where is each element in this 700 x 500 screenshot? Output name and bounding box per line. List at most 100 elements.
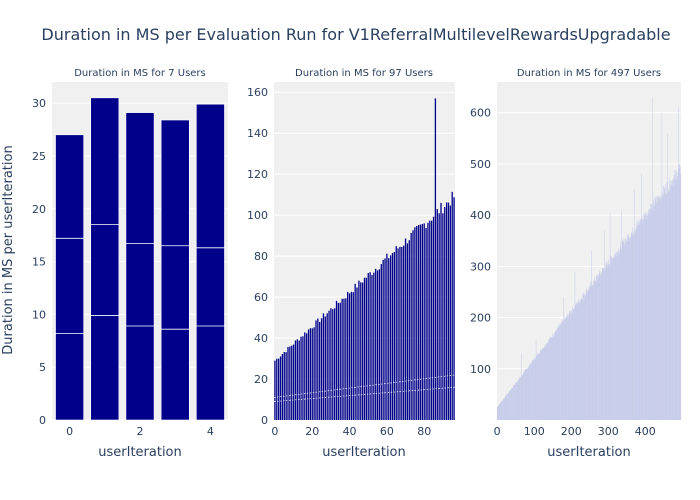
bar (615, 251, 617, 420)
bar (615, 252, 616, 420)
bar (516, 382, 518, 420)
bar (628, 241, 630, 420)
bar (603, 269, 604, 420)
bar (676, 179, 678, 420)
bar (588, 286, 590, 420)
bar (578, 302, 579, 420)
bar (674, 174, 675, 420)
x-tick-label: 300 (598, 425, 619, 438)
bar (657, 197, 659, 420)
bar (676, 181, 677, 420)
bar (545, 346, 546, 420)
bar (673, 177, 675, 420)
bar (534, 357, 535, 420)
bar (602, 269, 604, 420)
bar (594, 277, 595, 420)
bar (519, 377, 521, 420)
bar (317, 318, 319, 420)
bar (603, 267, 605, 420)
bar (679, 174, 681, 420)
bar (680, 166, 682, 420)
bar (575, 304, 576, 420)
bar (504, 398, 505, 420)
bar (638, 220, 640, 420)
bar (623, 238, 625, 420)
y-tick-label: 200 (470, 312, 491, 325)
bar (671, 186, 672, 420)
bar (622, 239, 623, 420)
bar (625, 239, 626, 420)
bar (554, 332, 556, 420)
bar (397, 248, 399, 420)
bar (333, 308, 336, 420)
bar (656, 204, 658, 420)
bar (540, 351, 542, 420)
bar (279, 356, 282, 420)
y-tick-label: 120 (247, 168, 268, 181)
bar (662, 195, 664, 420)
bar (541, 349, 542, 420)
bar (513, 386, 514, 420)
x-tick-label: 80 (417, 425, 431, 438)
bar (348, 293, 351, 420)
bar (586, 294, 588, 420)
bar (597, 275, 598, 420)
bar (602, 268, 603, 420)
bar (534, 356, 536, 420)
bar (358, 280, 360, 420)
bar (442, 213, 444, 420)
bar (501, 401, 502, 420)
bar (330, 308, 332, 420)
bar (632, 236, 633, 420)
bar (294, 340, 297, 420)
bar (278, 358, 280, 420)
bar (518, 378, 519, 420)
bar (629, 238, 630, 420)
bar (653, 207, 655, 420)
bar (524, 369, 526, 420)
bar (583, 297, 585, 420)
bar (406, 243, 409, 420)
bar (533, 359, 534, 420)
bar (429, 220, 431, 420)
bar (612, 262, 613, 420)
bar (612, 257, 613, 420)
bar (499, 404, 500, 420)
bar-segment-line (273, 374, 456, 398)
bar (647, 208, 649, 420)
bar (509, 390, 511, 420)
bar (548, 340, 550, 420)
bar (502, 400, 503, 420)
bar (538, 354, 539, 420)
y-tick-label: 400 (470, 209, 491, 222)
bar (518, 380, 519, 420)
bar (525, 369, 526, 420)
bar (634, 231, 635, 420)
bar (522, 374, 523, 420)
bar (621, 250, 623, 420)
bar (626, 241, 627, 420)
bar (453, 197, 455, 420)
bar (298, 340, 300, 420)
bar (610, 256, 612, 420)
bar (414, 227, 416, 420)
bar (532, 361, 533, 420)
bar (514, 383, 516, 420)
bar (514, 385, 515, 420)
bar (613, 256, 614, 420)
bar (589, 287, 590, 420)
bar (611, 257, 613, 420)
bar (662, 191, 663, 420)
bar (646, 219, 647, 420)
bar (517, 381, 518, 420)
bar (537, 353, 538, 420)
bar (391, 253, 394, 420)
bar (572, 306, 573, 420)
bar (670, 181, 672, 420)
bar (557, 326, 558, 420)
bar (607, 264, 608, 420)
bar (650, 214, 651, 420)
bar (568, 317, 569, 420)
bar (541, 351, 543, 420)
bar (524, 370, 525, 420)
